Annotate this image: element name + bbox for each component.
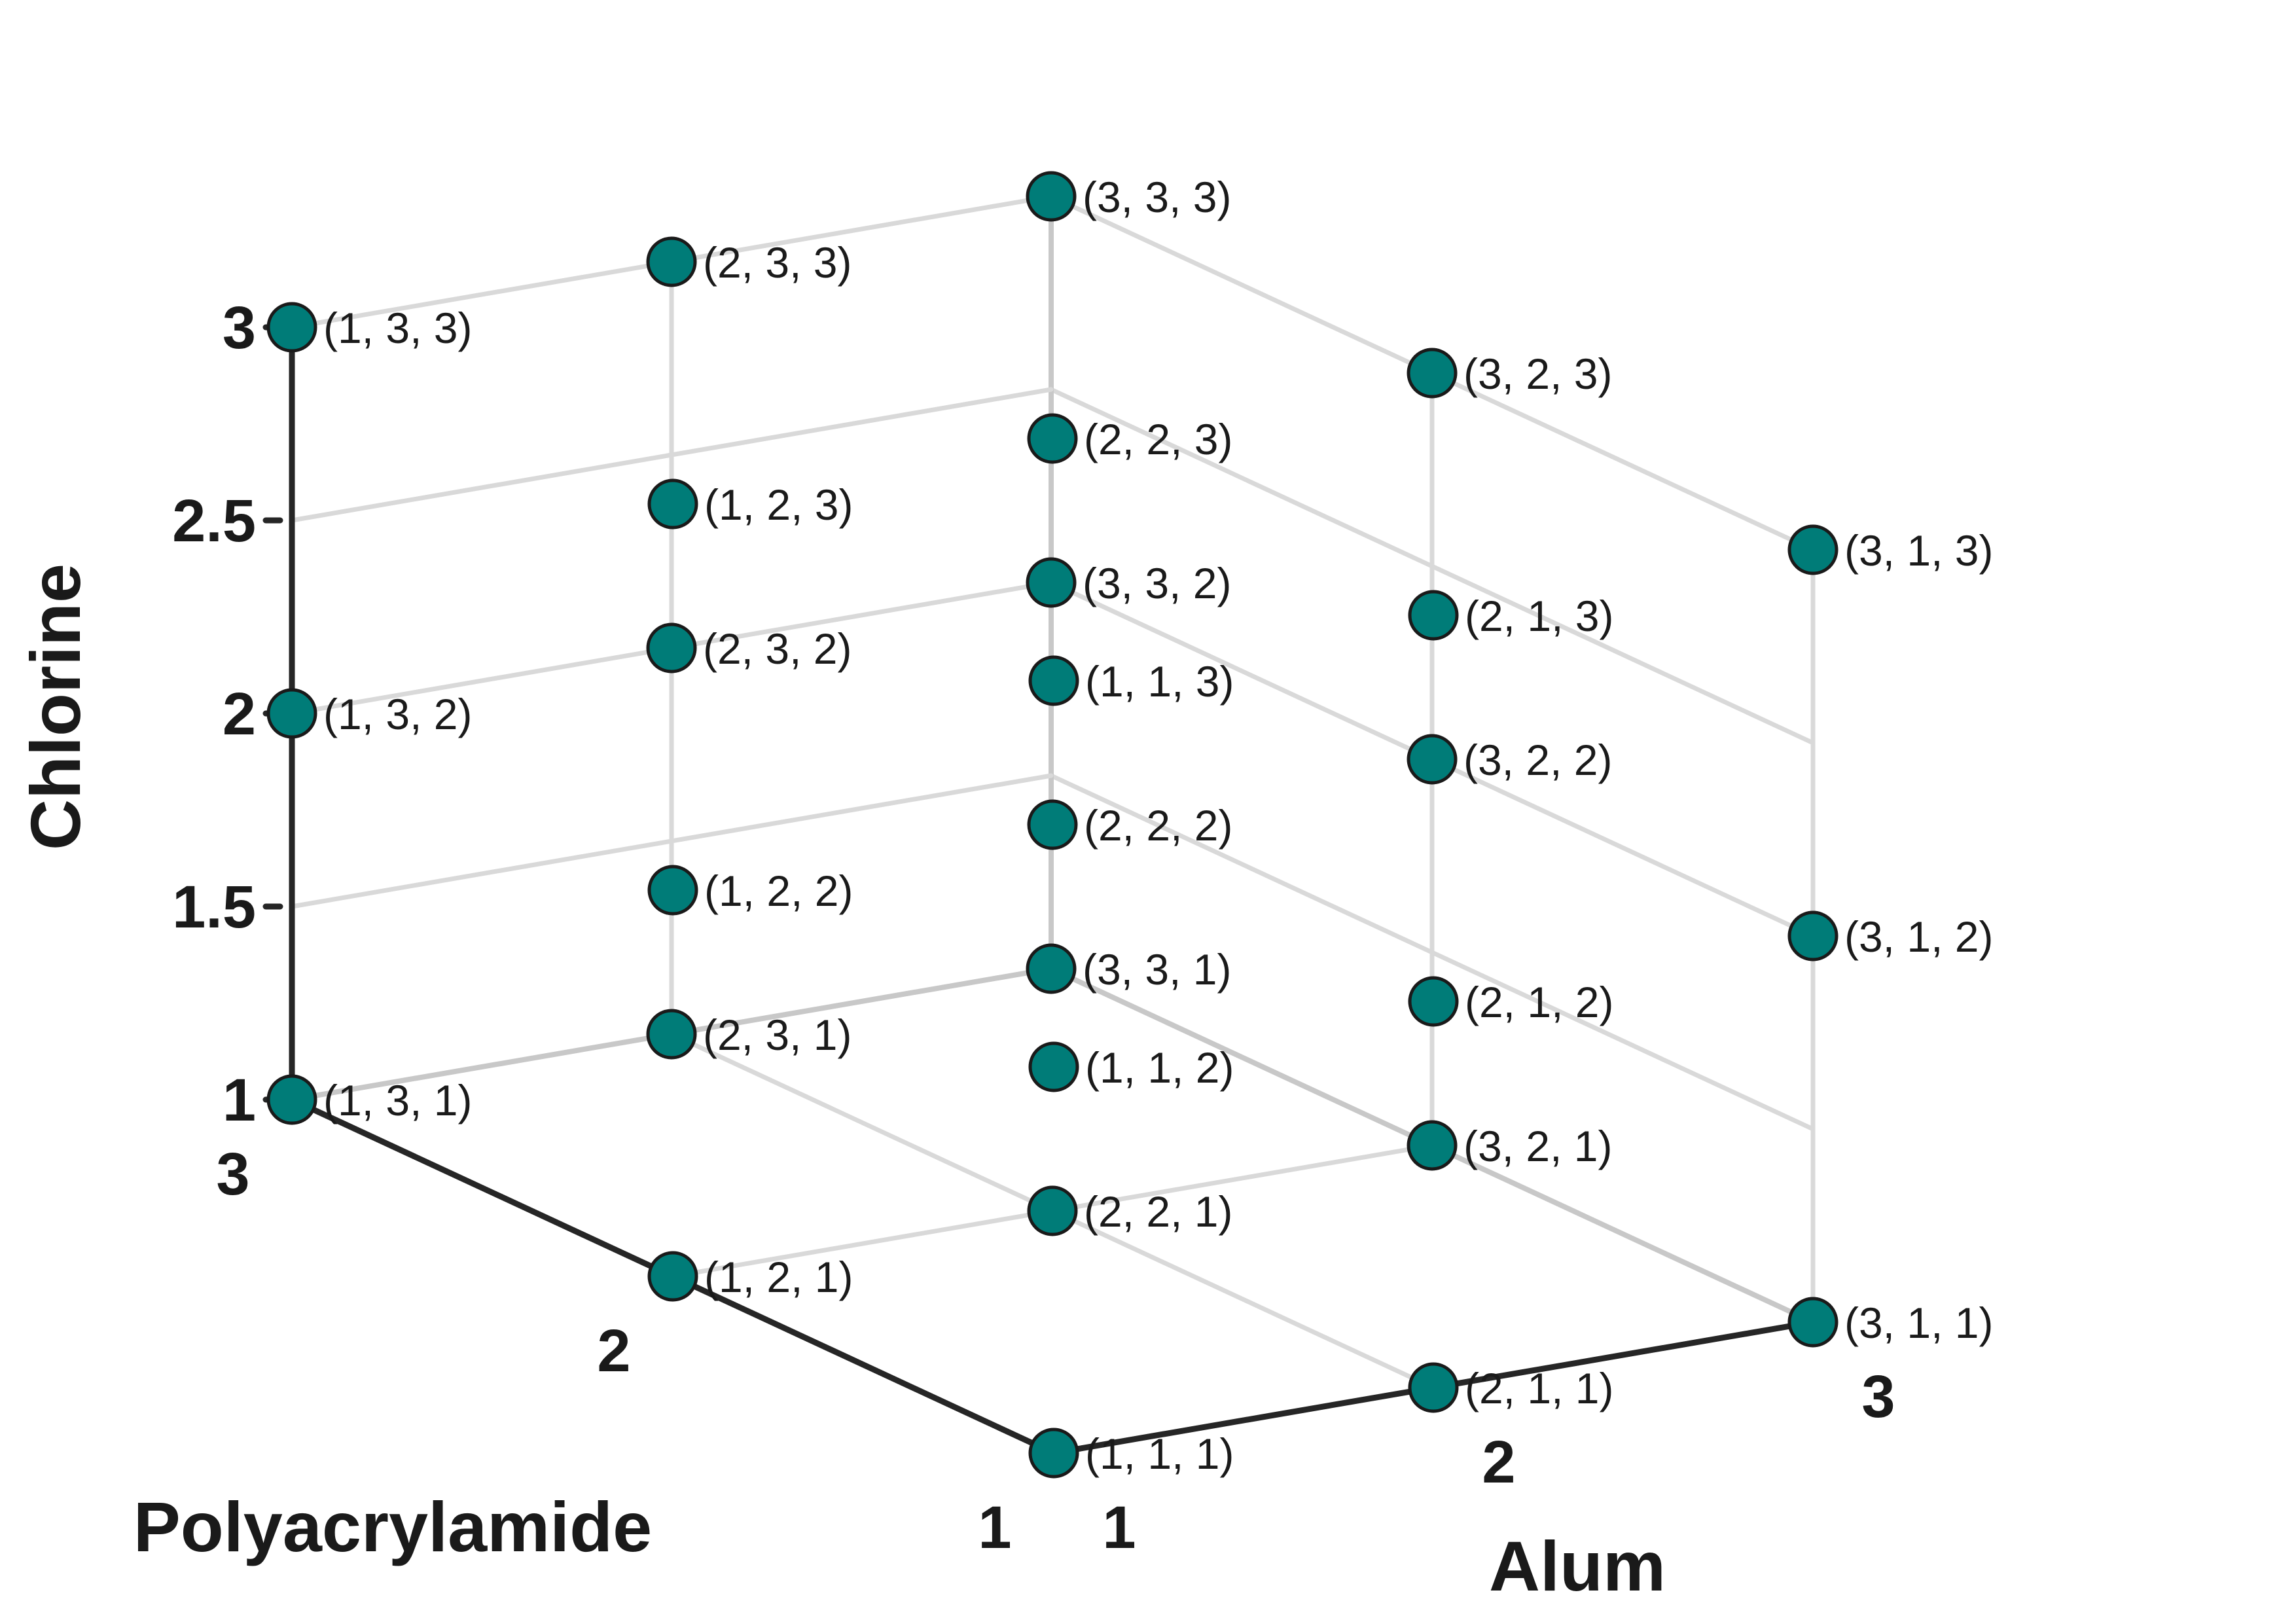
z-tick-label: 1.5 [172,874,256,941]
x-tick-label: 2 [1482,1429,1515,1496]
axis-titles: Chlorine Polyacrylamide Alum [16,564,1666,1606]
data-points: (3, 3, 1) (2, 3, 1) (3, 2, 1) (3, 3, 2) (1, … [266,171,1993,1479]
x-tick-label: 1 [1102,1494,1136,1561]
data-point-label: (2, 2, 1) [1084,1187,1232,1236]
data-point-label: (1, 3, 1) [323,1076,472,1124]
data-point-label: (2, 3, 3) [703,238,852,287]
data-point [1026,557,1077,608]
data-point [1407,1120,1458,1171]
data-point-label: (1, 1, 2) [1085,1043,1234,1092]
data-point-label: (2, 3, 1) [703,1011,852,1059]
x-tick-label: 3 [1861,1363,1895,1430]
data-point [646,236,697,287]
data-point-label: (2, 1, 2) [1465,978,1613,1026]
data-point [1027,413,1078,464]
z-tick-label: 1 [223,1067,256,1134]
data-point-label: (3, 1, 3) [1844,526,1993,575]
data-point [1027,799,1078,850]
z-tick-label: 3 [223,295,256,361]
data-point [1027,1185,1078,1236]
data-point [1408,1362,1459,1413]
y-tick-label: 1 [978,1494,1011,1561]
z-tick-label: 2 [223,681,256,747]
data-point [266,302,317,353]
data-point [647,1251,698,1302]
data-point-label: (2, 3, 2) [703,624,852,673]
data-point-label: (3, 3, 2) [1083,559,1231,607]
data-point [1407,734,1458,785]
data-point-label: (3, 2, 3) [1463,350,1612,398]
data-point-label: (3, 2, 1) [1463,1122,1612,1170]
data-point [1026,943,1077,994]
data-point-label: (1, 2, 1) [704,1253,853,1301]
data-point-label: (3, 3, 3) [1083,173,1231,221]
data-point [1408,590,1459,641]
data-point [266,688,317,739]
data-point-label: (3, 3, 1) [1083,945,1231,994]
data-point-label: (1, 3, 3) [323,304,472,352]
data-point-label: (3, 1, 2) [1844,912,1993,961]
data-point-label: (1, 1, 3) [1085,657,1234,706]
data-point-label: (1, 3, 2) [323,690,472,738]
data-point [647,865,698,916]
data-point [266,1074,317,1125]
data-point [1787,1297,1839,1348]
data-point [646,622,697,674]
data-point [1028,655,1079,706]
y-axis-title: Polyacrylamide [134,1487,652,1566]
axis-lines [262,324,1816,1456]
data-point [1787,910,1839,962]
tick-labels: 1 1.5 2 2.5 3 1 2 3 1 2 3 [172,295,1895,1561]
data-point-label: (1, 2, 2) [704,867,853,915]
data-point [647,478,698,530]
data-point [1026,171,1077,222]
data-point [1408,976,1459,1027]
data-point-label: (2, 1, 3) [1465,592,1613,640]
data-point-label: (3, 1, 1) [1844,1299,1993,1347]
data-point-label: (2, 2, 3) [1084,415,1232,463]
z-axis-title: Chlorine [16,564,95,850]
data-point-label: (2, 2, 2) [1084,801,1232,850]
data-point [646,1009,697,1060]
data-point-label: (1, 2, 3) [704,480,853,529]
y-tick-label: 2 [597,1318,630,1384]
data-point [1028,1041,1079,1092]
x-axis-title: Alum [1489,1526,1666,1606]
y-tick-label: 3 [216,1141,249,1208]
data-point-label: (1, 1, 1) [1085,1429,1234,1478]
data-point-label: (2, 1, 1) [1465,1364,1613,1412]
data-point [1787,524,1839,575]
data-point [1028,1428,1079,1479]
data-point [1407,348,1458,399]
z-tick-label: 2.5 [172,488,256,554]
data-point-label: (3, 2, 2) [1463,736,1612,784]
